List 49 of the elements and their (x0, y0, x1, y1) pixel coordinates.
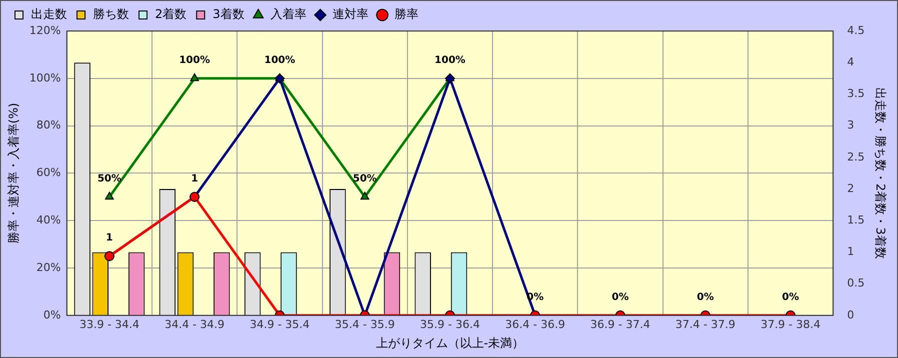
legend-label: 勝ち数 (93, 7, 129, 22)
x-tick-label: 36.4 - 36.9 (505, 318, 566, 331)
x-tick-label: 35.4 - 35.9 (334, 318, 395, 331)
y2-tick-label: 3 (847, 118, 854, 132)
legend-label: 勝率 (394, 7, 418, 22)
annotation: 0% (612, 292, 629, 303)
x-tick-label: 34.9 - 35.4 (250, 318, 310, 331)
annotation: 1 (191, 173, 198, 184)
annotation: 0% (696, 292, 714, 303)
y2-tick-label: 2 (847, 182, 854, 195)
y2-tick-label: 1.5 (847, 213, 865, 226)
x-axis-title: 上がりタイム（以上-未満） (376, 336, 524, 350)
y-tick-label: 100% (29, 71, 61, 84)
y-tick-label: 0% (43, 308, 61, 322)
annotation: 1 (106, 232, 113, 244)
annotation: 100% (264, 54, 296, 66)
y-tick-label: 80% (36, 118, 61, 132)
y2-tick-label: 3.5 (847, 87, 865, 100)
annotation: 50% (352, 173, 377, 184)
annotation: 100% (179, 54, 210, 66)
x-tick-label: 37.4 - 37.9 (675, 318, 736, 331)
x-tick-label: 34.4 - 34.9 (164, 318, 225, 331)
x-tick-label: 35.9 - 36.4 (420, 318, 480, 331)
x-tick-label: 33.9 - 34.4 (79, 318, 140, 331)
y2-tick-label: 4.5 (847, 24, 865, 37)
legend-label: 出走数 (31, 7, 67, 22)
y2-tick-label: 1 (847, 245, 854, 258)
point (105, 192, 114, 200)
legend-label: 3着数 (212, 7, 244, 22)
x-tick-label: 37.9 - 38.4 (760, 318, 821, 331)
annotation: 0% (782, 292, 800, 303)
y2-tick-label: 4 (847, 55, 854, 68)
point (190, 73, 199, 82)
y-axis-title: 勝率・連対率・入着率(%) (6, 102, 20, 244)
y-tick-label: 60% (36, 166, 61, 180)
point (360, 192, 370, 200)
y2-tick-label: 0 (847, 308, 854, 322)
x-tick-label: 36.9 - 37.4 (590, 318, 650, 331)
y2-axis-title: 出走数・勝ち数・2着数・3着数 (874, 88, 888, 259)
legend-label: 2着数 (155, 7, 187, 22)
annotation: 50% (97, 173, 122, 184)
legend-label: 入着率 (270, 7, 306, 22)
annotation: 100% (434, 54, 466, 66)
legend-label: 連対率 (332, 7, 368, 22)
y-tick-label: 40% (36, 213, 61, 226)
y2-tick-label: 2.5 (847, 150, 865, 164)
y-tick-label: 120% (29, 24, 61, 37)
y-tick-label: 20% (36, 260, 61, 274)
y2-tick-label: 0.5 (847, 276, 865, 290)
